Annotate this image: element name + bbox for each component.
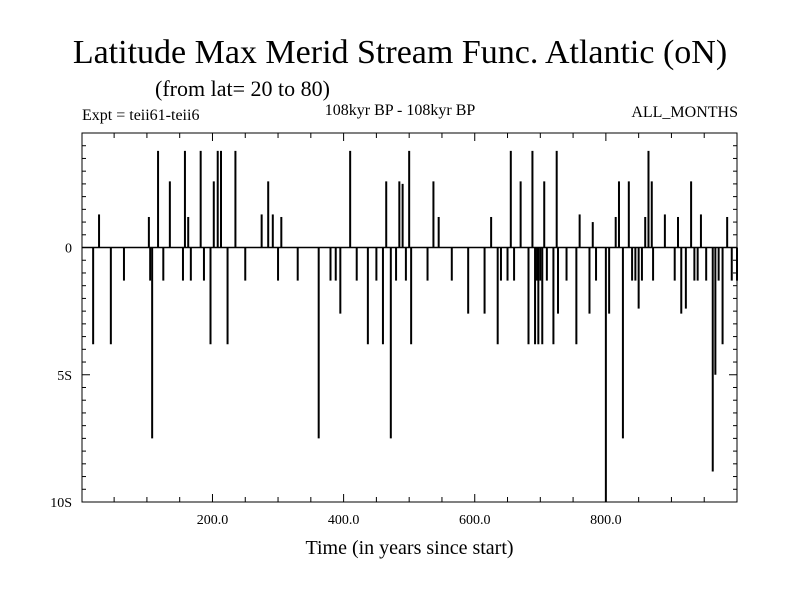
axis-ticks: 200.0 400.0 600.0 800.0 0 5S 10S xyxy=(50,133,737,528)
series-bars xyxy=(92,150,738,502)
plot-frame xyxy=(81,132,738,503)
x-tick-label: 800.0 xyxy=(590,513,622,528)
y-tick-label: 5S xyxy=(57,369,72,384)
x-tick-label: 600.0 xyxy=(459,513,491,528)
months-label: ALL_MONTHS xyxy=(631,104,738,121)
y-tick-label: 10S xyxy=(50,496,72,511)
chart-subtitle: (from lat= 20 to 80) xyxy=(155,76,330,101)
period-label: 108kyr BP - 108kyr BP xyxy=(324,102,476,119)
x-axis-label: Time (in years since start) xyxy=(305,537,514,559)
y-tick-label: 0 xyxy=(65,242,72,257)
x-tick-label: 400.0 xyxy=(328,513,360,528)
chart-title: Latitude Max Merid Stream Func. Atlantic… xyxy=(72,34,728,71)
x-tick-label: 200.0 xyxy=(197,513,229,528)
experiment-label: Expt = teii61-teii6 xyxy=(82,107,200,124)
